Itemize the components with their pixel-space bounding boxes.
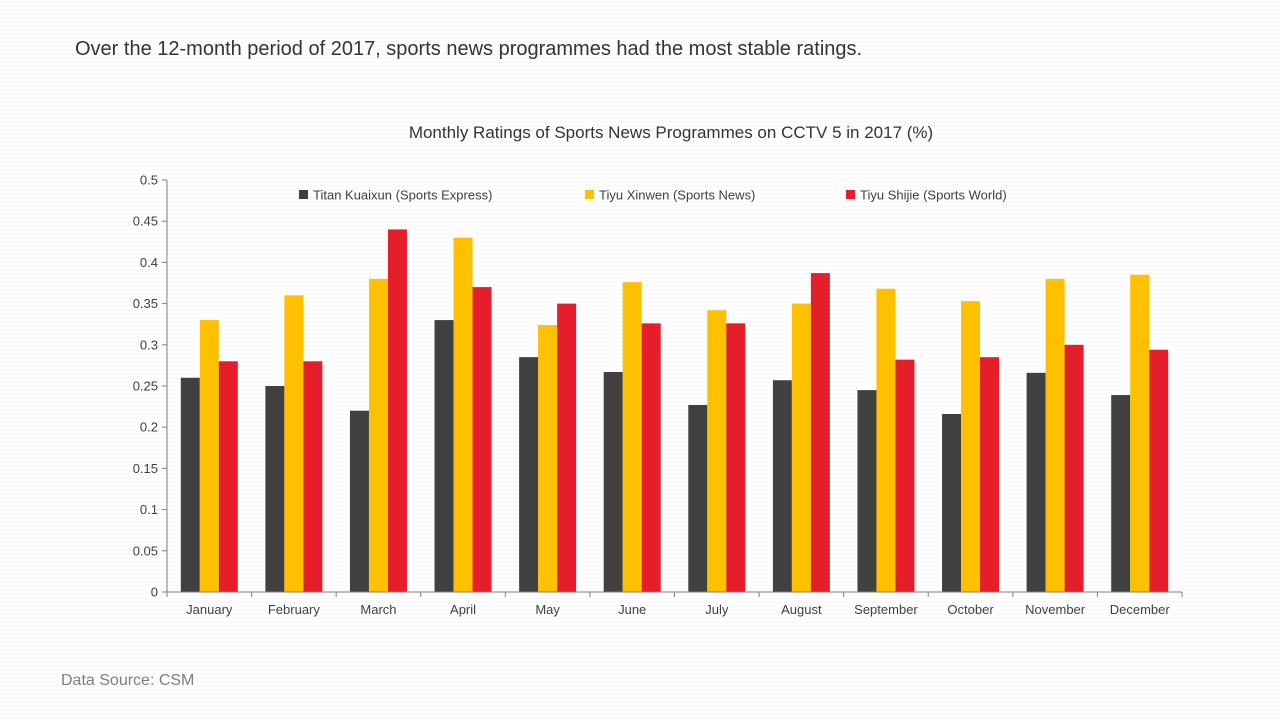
y-tick-label: 0.25 [133,379,158,394]
bar-1-january [180,377,200,592]
y-tick-label: 0.5 [140,173,158,188]
bar-2-november [1045,278,1065,592]
x-tick-label: June [618,602,646,617]
bar-1-september [857,390,877,592]
bar-3-february [303,361,323,592]
bar-1-march [349,410,369,592]
bar-3-june [641,323,661,592]
legend-swatch [846,190,855,199]
y-tick-label: 0.3 [140,337,158,352]
bar-2-january [199,320,219,592]
x-tick-label: January [186,602,233,617]
bar-1-june [603,371,623,592]
y-tick-label: 0.15 [133,461,158,476]
y-axis: 0 0.05 0.1 0.15 0.2 0.25 0.3 0.35 0.4 0.45 0.5 [133,173,168,600]
x-tick-label: August [781,602,822,617]
legend-label: Tiyu Xinwen (Sports News) [599,188,755,203]
bar-3-october [980,357,1000,592]
y-tick-label: 0 [151,585,158,600]
y-tick-label: 0.2 [140,420,158,435]
bar-2-august [791,303,811,592]
bar-3-december [1149,349,1169,592]
bar-3-november [1064,344,1084,592]
bar-2-october [961,301,981,592]
bar-2-june [622,282,642,592]
bar-3-may [557,303,577,592]
legend: Titan Kuaixun (Sports Express) Tiyu Xinwe… [299,188,1007,203]
headline: Over the 12-month period of 2017, sports… [75,38,863,60]
bar-3-august [810,273,830,592]
bar-1-august [772,380,792,592]
x-tick-label: February [268,602,321,617]
x-tick-label: March [360,602,396,617]
legend-swatch [299,190,308,199]
bar-1-february [265,386,285,592]
x-tick-label: November [1025,602,1086,617]
bar-3-january [218,361,238,592]
x-tick-label: October [947,602,994,617]
data-source: Data Source: CSM [61,672,195,689]
bar-1-november [1026,372,1046,592]
bar-1-april [434,320,454,592]
bar-1-july [688,404,708,592]
x-tick-label: September [854,602,918,617]
bar-1-december [1111,395,1131,592]
x-tick-label: April [450,602,476,617]
bar-3-april [472,287,492,592]
bar-3-july [726,323,746,592]
bar-1-october [942,414,962,592]
bar-2-march [368,278,388,592]
x-tick-label: July [705,602,729,617]
x-tick-label: May [535,602,560,617]
bar-2-april [453,237,473,592]
y-tick-label: 0.35 [133,296,158,311]
bar-3-march [387,229,407,592]
x-tick-label: December [1110,602,1171,617]
x-axis: January February March April May June July Augu… [166,591,1183,617]
bar-2-december [1130,274,1150,592]
chart-title: Monthly Ratings of Sports News Programme… [409,123,933,142]
bar-2-february [284,295,304,592]
y-tick-label: 0.4 [140,255,158,270]
y-tick-label: 0.1 [140,502,158,517]
bars [180,229,1169,592]
bar-2-may [538,325,558,592]
legend-swatch [585,190,594,199]
legend-label: Tiyu Shijie (Sports World) [860,188,1007,203]
bar-3-september [895,359,915,592]
y-tick-label: 0.05 [133,543,158,558]
legend-label: Titan Kuaixun (Sports Express) [313,188,492,203]
bar-1-may [519,357,539,592]
bar-2-july [707,310,727,592]
bar-2-september [876,288,896,592]
y-tick-label: 0.45 [133,214,158,229]
